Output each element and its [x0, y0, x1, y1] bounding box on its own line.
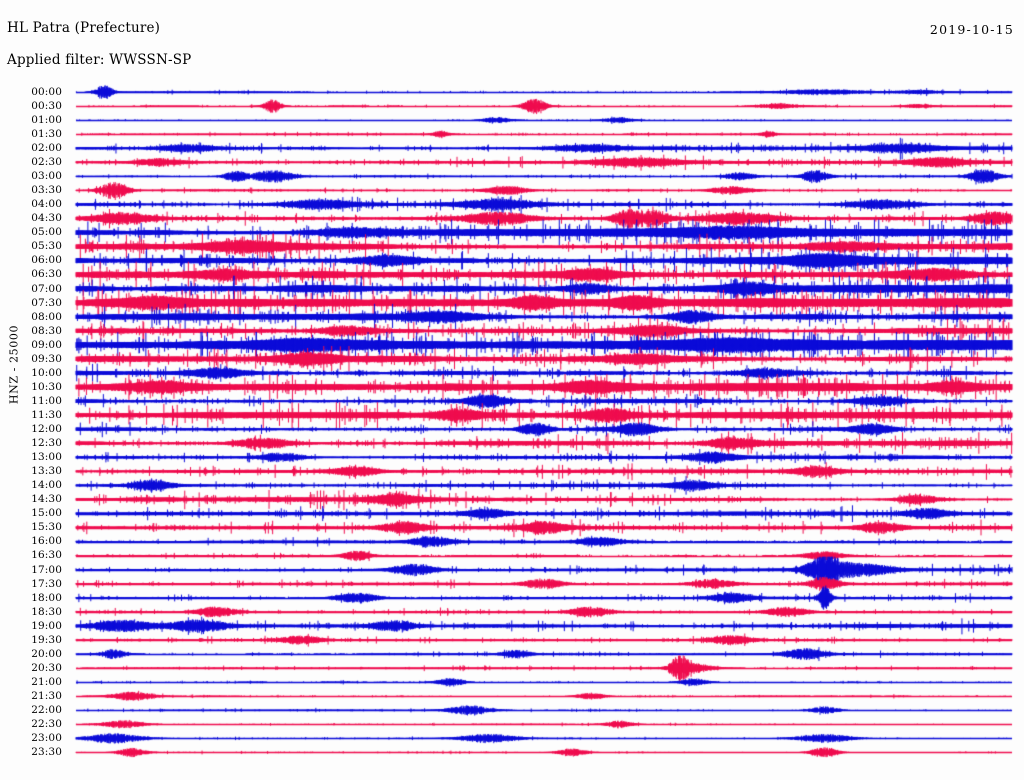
time-label: 19:00 [31, 619, 62, 632]
time-label: 23:00 [31, 732, 62, 745]
time-label: 21:00 [31, 675, 62, 688]
time-label: 16:00 [31, 535, 62, 548]
time-label: 05:30 [31, 240, 62, 253]
time-label: 12:30 [31, 437, 62, 450]
time-label: 02:00 [31, 142, 62, 154]
time-label: 06:30 [31, 268, 62, 281]
time-label: 08:30 [31, 324, 62, 337]
time-label: 11:00 [31, 394, 62, 407]
record-date: 2019-10-15 [929, 22, 1014, 37]
time-label: 09:30 [31, 352, 62, 365]
time-label: 10:00 [31, 366, 62, 379]
time-label: 01:30 [31, 127, 62, 140]
time-label: 15:00 [31, 507, 62, 520]
time-label: 18:00 [31, 591, 62, 604]
time-label: 08:00 [31, 310, 62, 323]
time-label: 12:00 [31, 423, 62, 435]
time-label: 09:00 [31, 338, 62, 351]
time-label: 04:00 [31, 198, 62, 211]
time-label: 07:30 [31, 296, 62, 309]
time-label: 18:30 [31, 605, 62, 618]
time-label: 19:30 [31, 633, 62, 646]
time-label: 00:00 [31, 85, 62, 98]
time-label: 06:00 [31, 254, 62, 267]
time-label: 14:00 [31, 479, 62, 492]
time-label: 05:00 [31, 226, 62, 239]
time-label: 23:30 [31, 746, 62, 759]
time-label: 00:30 [31, 99, 62, 112]
time-label: 16:30 [31, 549, 62, 562]
time-label: 21:30 [31, 689, 62, 702]
time-label: 22:30 [31, 718, 62, 731]
time-label: 03:30 [31, 184, 62, 197]
time-label: 11:30 [31, 408, 62, 421]
time-label: 15:30 [31, 521, 62, 534]
time-label: 13:30 [31, 465, 62, 478]
applied-filter-label: Applied filter: WWSSN-SP [7, 52, 192, 68]
time-label: 04:30 [31, 212, 62, 225]
time-label: 03:00 [31, 170, 62, 183]
time-label: 13:00 [31, 451, 62, 464]
time-label: 17:30 [31, 577, 62, 590]
time-label: 14:30 [31, 493, 62, 506]
time-label: 07:00 [31, 282, 62, 295]
time-label: 01:00 [31, 113, 62, 126]
time-label: 10:30 [31, 380, 62, 393]
seismogram-canvas [0, 80, 1024, 774]
time-label: 20:30 [31, 661, 62, 674]
time-label: 17:00 [31, 563, 62, 576]
time-label: 20:00 [31, 647, 62, 660]
time-label: 02:30 [31, 156, 62, 169]
time-label: 22:00 [31, 704, 62, 716]
helicorder-plot [0, 80, 1024, 774]
page-title: HL Patra (Prefecture) [7, 20, 161, 36]
